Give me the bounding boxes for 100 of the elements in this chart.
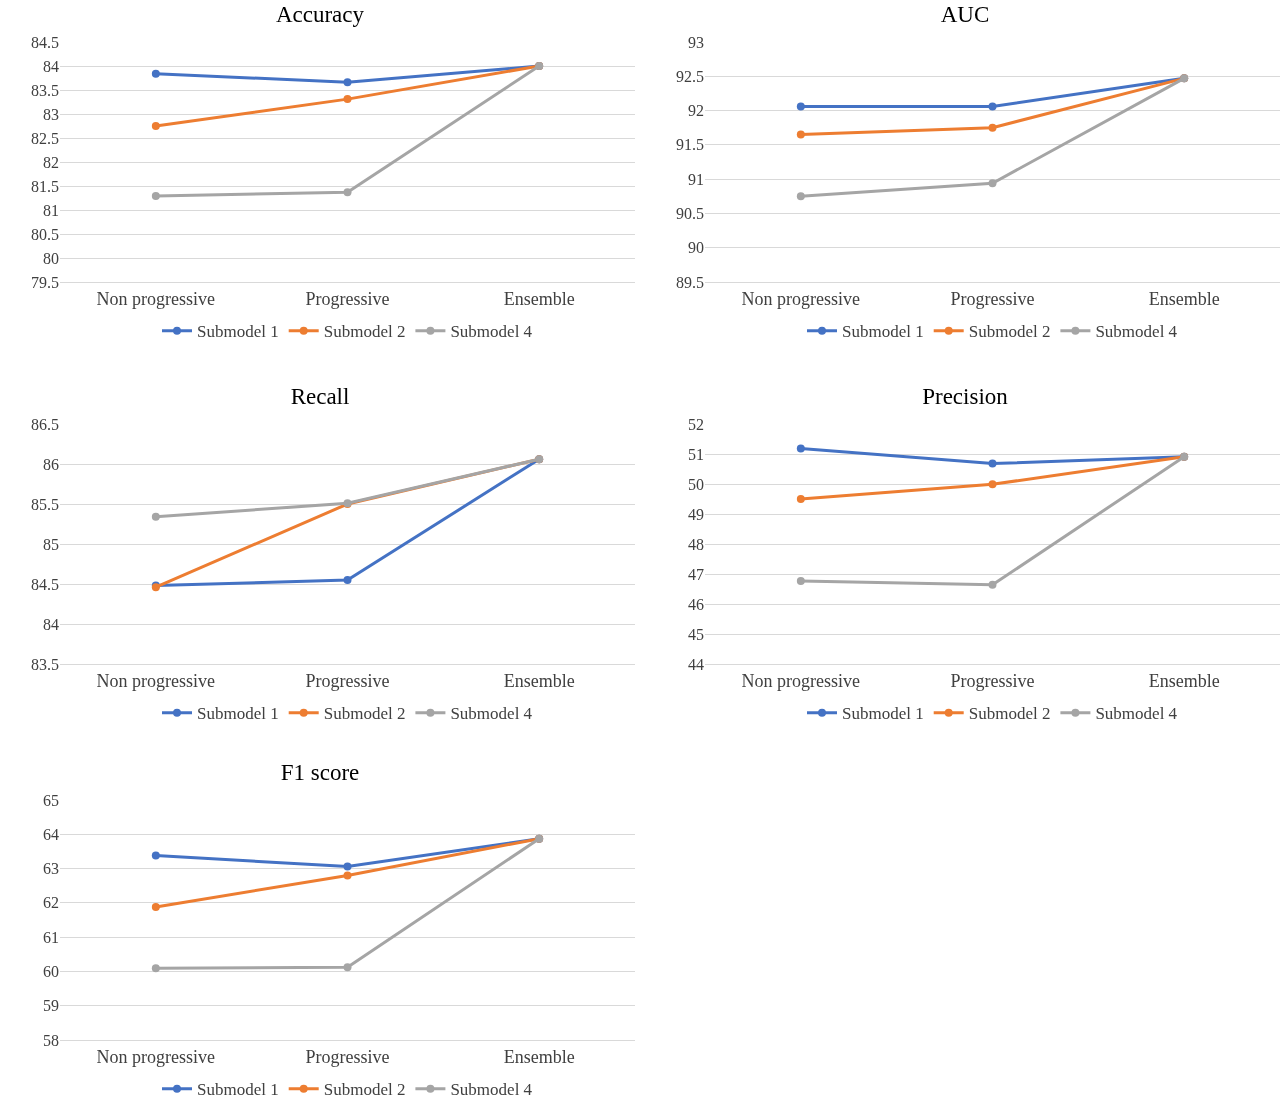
y-tick-label: 80 (43, 249, 59, 267)
point (151, 69, 160, 78)
point (988, 179, 997, 188)
y-tick-label: 84.5 (31, 33, 59, 51)
point (796, 192, 805, 201)
point (796, 102, 805, 111)
point (151, 902, 160, 911)
legend-label: Submodel 4 (450, 704, 533, 724)
y-tick-label: 82 (43, 153, 59, 171)
y-tick-label: 92 (688, 102, 704, 120)
legend-label: Submodel 2 (968, 704, 1051, 724)
y-tick-label: 84 (43, 615, 59, 633)
legend-label: Submodel 2 (323, 322, 406, 342)
y-tick-label: 47 (688, 565, 704, 583)
x-tick-label: Ensemble (1148, 288, 1220, 309)
y-tick-label: 92.5 (676, 67, 704, 85)
legend-label: Submodel 4 (450, 322, 533, 342)
x-tick-label: Ensemble (503, 288, 575, 309)
chart-title: Accuracy (275, 1, 365, 27)
point (796, 576, 805, 585)
y-tick-label: 48 (688, 535, 704, 553)
y-tick-label: 62 (43, 894, 59, 912)
x-tick-label: Ensemble (503, 670, 575, 691)
x-tick-label: Non progressive (96, 1046, 216, 1067)
y-tick-label: 81.5 (31, 177, 59, 195)
y-tick-label: 82.5 (31, 129, 59, 147)
y-tick-label: 93 (688, 33, 704, 51)
x-tick-label: Non progressive (96, 670, 216, 691)
point (151, 851, 160, 860)
x-tick-label: Progressive (305, 288, 390, 309)
point (151, 964, 160, 973)
x-tick-label: Progressive (950, 670, 1035, 691)
point (988, 480, 997, 489)
point (343, 576, 352, 584)
legend-label: Submodel 1 (842, 322, 924, 342)
x-tick-label: Progressive (305, 670, 390, 691)
y-tick-label: 91.5 (676, 136, 704, 154)
chart-title: F1 score (280, 759, 360, 785)
legend-label: Submodel 1 (842, 704, 924, 724)
x-tick-label: Non progressive (741, 670, 861, 691)
x-tick-label: Progressive (950, 288, 1035, 309)
y-tick-label: 52 (688, 415, 704, 433)
y-tick-label: 50 (688, 475, 704, 493)
y-tick-label: 60 (43, 963, 59, 981)
legend-label: Submodel 4 (1095, 704, 1178, 724)
legend-label: Submodel 1 (197, 1080, 279, 1100)
x-tick-label: Ensemble (1148, 670, 1220, 691)
y-tick-label: 46 (688, 595, 704, 613)
x-tick-label: Non progressive (96, 288, 216, 309)
y-tick-label: 61 (43, 928, 59, 946)
legend-label: Submodel 2 (323, 1080, 406, 1100)
y-tick-label: 83 (43, 105, 59, 123)
y-tick-label: 79.5 (31, 273, 59, 291)
y-tick-label: 64 (43, 825, 59, 843)
y-tick-label: 63 (43, 860, 59, 878)
legend-label: Submodel 4 (1095, 322, 1178, 342)
y-tick-label: 83.5 (31, 655, 59, 673)
point (151, 512, 160, 521)
y-tick-label: 90.5 (676, 205, 704, 223)
legend-label: Submodel 4 (450, 1080, 533, 1100)
y-tick-label: 49 (688, 505, 704, 523)
point (151, 122, 160, 130)
point (343, 188, 352, 197)
x-tick-label: Ensemble (503, 1046, 575, 1067)
y-tick-label: 58 (43, 1031, 59, 1049)
y-tick-label: 83.5 (31, 81, 59, 99)
point (343, 78, 352, 87)
y-tick-label: 85.5 (31, 495, 59, 513)
y-tick-label: 81 (43, 201, 59, 219)
y-tick-label: 65 (43, 791, 59, 809)
x-tick-label: Non progressive (741, 288, 861, 309)
y-tick-label: 84.5 (31, 575, 59, 593)
y-tick-label: 80.5 (31, 225, 59, 243)
y-tick-label: 51 (688, 445, 704, 463)
point (151, 192, 160, 201)
legend-label: Submodel 2 (968, 322, 1051, 342)
y-tick-label: 44 (688, 655, 704, 673)
y-tick-label: 86.5 (31, 415, 59, 433)
x-tick-label: Progressive (305, 1046, 390, 1067)
point (343, 871, 352, 880)
y-tick-label: 91 (688, 170, 704, 188)
y-tick-label: 59 (43, 997, 59, 1015)
point (343, 963, 352, 972)
y-tick-label: 85 (43, 535, 59, 553)
legend-label: Submodel 1 (197, 704, 279, 724)
chart-title: AUC (940, 1, 990, 27)
chart-title: Precision (922, 383, 1009, 409)
chart-title: Recall (290, 383, 350, 409)
point (988, 123, 997, 132)
point (343, 862, 352, 871)
y-tick-label: 90 (688, 239, 704, 257)
point (988, 459, 997, 468)
y-tick-label: 45 (688, 625, 704, 643)
point (988, 102, 997, 111)
legend-label: Submodel 2 (323, 704, 406, 724)
legend-label: Submodel 1 (197, 322, 279, 342)
point (343, 95, 352, 104)
point (796, 130, 805, 139)
y-tick-label: 89.5 (676, 273, 704, 291)
y-tick-label: 86 (43, 455, 59, 473)
